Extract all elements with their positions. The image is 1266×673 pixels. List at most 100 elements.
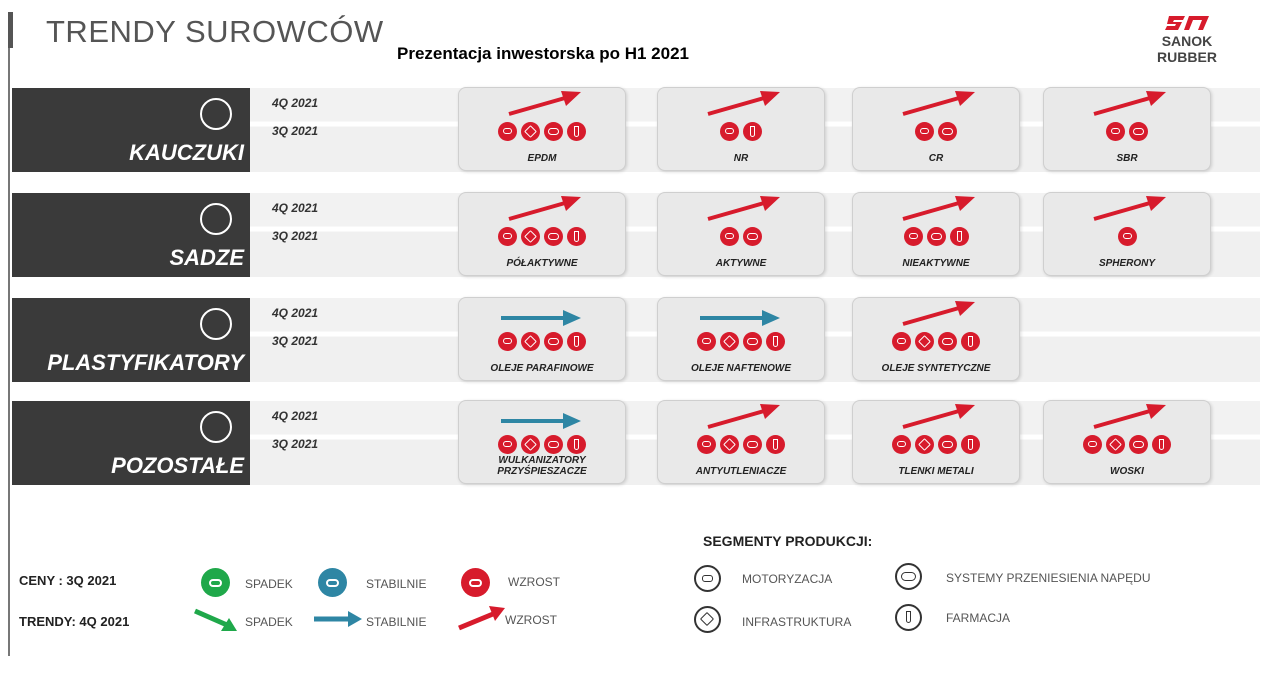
home-icon — [521, 122, 540, 141]
material-card: AKTYWNE — [657, 192, 825, 276]
material-card: SPHERONY — [1043, 192, 1211, 276]
segment-icons — [1044, 435, 1210, 454]
vial-icon — [567, 435, 586, 454]
trend-increase-arrow-icon — [508, 196, 581, 221]
material-label: CR — [928, 153, 944, 164]
segment-farmacja-label: FARMACJA — [946, 611, 1011, 625]
segment-icons — [459, 332, 625, 351]
left-border-line — [8, 48, 10, 656]
belt-icon — [938, 122, 957, 141]
segment-icons — [1044, 122, 1210, 141]
trend-increase-arrow-icon — [458, 606, 505, 631]
vial-icon — [949, 227, 969, 246]
price-increase-label: WZROST — [508, 575, 560, 589]
quarter-label-q3: 3Q 2021 — [272, 229, 319, 243]
vial-icon — [567, 227, 586, 246]
segment-icons — [853, 122, 1019, 141]
material-card: OLEJE PARAFINOWE — [458, 297, 626, 381]
trend-increase-arrow-icon — [1093, 91, 1166, 116]
category-header: PLASTYFIKATORY — [12, 298, 250, 382]
car-icon — [1106, 122, 1125, 141]
category-header: KAUCZUKI — [12, 88, 250, 172]
particles-icon — [200, 203, 232, 235]
quarter-label-q4: 4Q 2021 — [272, 409, 319, 423]
belt-icon — [743, 435, 762, 454]
hexagon-network-icon — [200, 308, 232, 340]
belt-icon — [743, 227, 762, 246]
quarter-label-q3: 3Q 2021 — [272, 124, 319, 138]
home-icon — [521, 227, 540, 246]
belt-icon — [544, 332, 563, 351]
car-icon — [720, 227, 739, 246]
segment-icons — [658, 227, 824, 246]
trend-increase-arrow-icon — [707, 404, 780, 429]
home-icon — [915, 332, 934, 351]
segment-icons — [853, 227, 1019, 246]
quarter-label-q3: 3Q 2021 — [272, 334, 319, 348]
segment-icons — [658, 332, 824, 351]
motoryzacja-icon — [694, 565, 721, 592]
price-increase-icon — [461, 568, 490, 597]
material-label: SPHERONY — [1098, 258, 1156, 269]
company-logo: SANOK RUBBER — [1132, 14, 1242, 65]
trend-stable-arrow-icon — [700, 310, 780, 326]
material-card: OLEJE SYNTETYCZNE — [852, 297, 1020, 381]
vial-icon — [961, 435, 980, 454]
car-icon — [892, 435, 911, 454]
quarter-label-q4: 4Q 2021 — [272, 96, 319, 110]
material-label: OLEJE PARAFINOWE — [490, 363, 594, 374]
belt-icon — [938, 332, 957, 351]
page-subtitle: Prezentacja inwestorska po H1 2021 — [397, 44, 689, 63]
material-card: CR — [852, 87, 1020, 171]
quarter-label-q3: 3Q 2021 — [272, 437, 319, 451]
trend-increase-label: WZROST — [505, 613, 557, 627]
material-label: OLEJE NAFTENOWE — [690, 363, 791, 374]
trend-increase-arrow-icon — [707, 196, 780, 221]
segment-icons — [853, 332, 1019, 351]
material-label: AKTYWNE — [715, 258, 767, 269]
drive-systems-icon — [895, 563, 922, 590]
material-card: TLENKI METALI — [852, 400, 1020, 484]
material-label: NR — [733, 153, 749, 164]
farmacja-icon — [895, 604, 922, 631]
segment-icons — [658, 435, 824, 454]
material-label: NIEAKTYWNE — [902, 258, 970, 269]
car-icon — [720, 122, 739, 141]
trend-increase-arrow-icon — [902, 196, 975, 221]
infrastruktura-icon — [694, 606, 721, 633]
vial-icon — [766, 332, 785, 351]
home-icon — [720, 435, 739, 454]
car-icon — [1083, 435, 1102, 454]
trend-increase-arrow-icon — [902, 404, 975, 429]
trend-decrease-arrow-icon — [193, 608, 237, 631]
material-card: NR — [657, 87, 825, 171]
material-card: EPDM — [458, 87, 626, 171]
quarter-label-q4: 4Q 2021 — [272, 201, 319, 215]
material-label: SBR — [1116, 153, 1138, 164]
prices-legend-label: CENY : 3Q 2021 — [19, 573, 117, 588]
belt-icon — [544, 122, 563, 141]
material-card: SBR — [1043, 87, 1211, 171]
belt-icon — [938, 435, 957, 454]
trend-stable-label: STABILNIE — [366, 615, 427, 629]
vial-icon — [743, 122, 762, 141]
segment-icons — [658, 122, 824, 141]
segment-icons — [1044, 227, 1210, 246]
price-decrease-icon — [201, 568, 230, 597]
trend-increase-arrow-icon — [707, 91, 780, 116]
category-name: KAUCZUKI — [129, 140, 244, 165]
trend-stable-arrow-icon — [501, 310, 581, 326]
material-card: ANTYUTLENIACZE — [657, 400, 825, 484]
trends-legend-label: TRENDY: 4Q 2021 — [19, 614, 130, 629]
category-header: POZOSTAŁE — [12, 401, 250, 485]
molecule-icon — [200, 98, 232, 130]
home-icon — [521, 332, 540, 351]
trend-increase-arrow-icon — [902, 91, 975, 116]
belt-icon — [743, 332, 762, 351]
price-stable-label: STABILNIE — [366, 577, 427, 591]
material-card: OLEJE NAFTENOWE — [657, 297, 825, 381]
car-icon — [697, 435, 716, 454]
home-icon — [720, 332, 739, 351]
segment-icons — [459, 435, 625, 454]
vial-icon — [567, 122, 586, 141]
